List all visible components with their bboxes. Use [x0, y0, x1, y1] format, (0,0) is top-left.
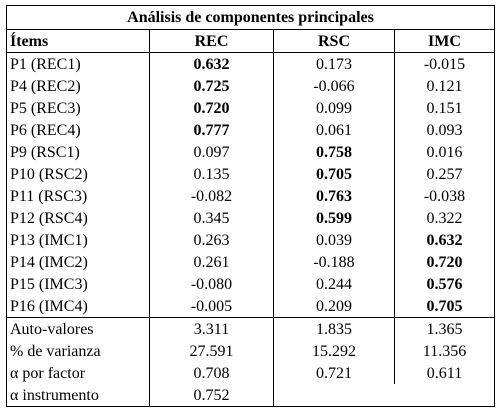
loading-cell: 0.093	[394, 119, 495, 141]
summary-label: Auto-valores	[6, 317, 150, 340]
loading-cell: 0.209	[273, 295, 395, 318]
loading-cell: -0.015	[394, 52, 495, 75]
loading-cell: 0.099	[273, 97, 395, 119]
loading-cell: 0.061	[273, 119, 395, 141]
loading-cell: 0.097	[149, 141, 274, 163]
summary-cell: 0.752	[149, 384, 274, 407]
loading-cell: 0.345	[149, 207, 274, 229]
table-title: Análisis de componentes principales	[6, 5, 495, 30]
loading-cell: 0.763	[273, 185, 395, 207]
row-label: P13 (IMC1)	[10, 231, 88, 249]
loading-cell: 0.322	[394, 207, 495, 229]
header-items: Ítems	[6, 29, 150, 53]
table-row: P6 (REC4) 0.777 0.061 0.093	[7, 119, 495, 141]
summary-cell	[395, 384, 495, 407]
row-label: P9 (RSC1)	[10, 143, 80, 161]
table-row: P10 (RSC2) 0.135 0.705 0.257	[7, 163, 495, 185]
loading-cell: 0.039	[273, 229, 395, 251]
loading-cell: 0.261	[149, 251, 274, 273]
summary-cell: 1.835	[273, 317, 395, 340]
row-label: P5 (REC3)	[10, 99, 81, 117]
table-row: P11 (RSC3) -0.082 0.763 -0.038	[7, 185, 495, 207]
loading-cell: 0.720	[394, 251, 495, 273]
pca-table: Análisis de componentes principales Ítem…	[6, 5, 495, 407]
summary-cell: 11.356	[394, 340, 495, 362]
summary-cell: 3.311	[149, 317, 274, 340]
table-row: P12 (RSC4) 0.345 0.599 0.322	[7, 207, 495, 229]
loading-cell: 0.725	[149, 75, 274, 97]
summary-label: α instrumento	[10, 386, 99, 404]
loading-cell: -0.082	[149, 185, 274, 207]
summary-cell: 0.611	[394, 362, 495, 384]
summary-label: α por factor	[10, 364, 86, 382]
row-label: P4 (REC2)	[10, 77, 81, 95]
loading-cell: 0.151	[394, 97, 495, 119]
loading-cell: -0.038	[394, 185, 495, 207]
loading-cell: 0.599	[273, 207, 395, 229]
loading-cell: 0.758	[273, 141, 395, 163]
loading-cell: -0.005	[149, 295, 274, 318]
loading-cell: 0.257	[394, 163, 495, 185]
loading-cell: 0.705	[394, 295, 495, 318]
loading-cell: -0.188	[273, 251, 395, 273]
table-row: P1 (REC1) 0.632 0.173 -0.015	[7, 52, 495, 75]
row-label: P12 (RSC4)	[10, 209, 88, 227]
loading-cell: 0.173	[273, 52, 395, 75]
row-label: P15 (IMC3)	[10, 275, 88, 293]
loading-cell: 0.121	[394, 75, 495, 97]
loading-cell: 0.263	[149, 229, 274, 251]
table-row: P16 (IMC4) -0.005 0.209 0.705	[7, 295, 495, 318]
summary-row: Auto-valores 3.311 1.835 1.365	[6, 317, 495, 340]
header-rsc: RSC	[273, 29, 395, 53]
pca-table-container: Análisis de componentes principales Ítem…	[6, 5, 495, 411]
loading-cell: 0.720	[149, 97, 274, 119]
row-label: P14 (IMC2)	[10, 253, 88, 271]
summary-cell	[274, 384, 395, 407]
summary-cell: 0.721	[273, 362, 395, 384]
item-rows: P1 (REC1) 0.632 0.173 -0.015 P4 (REC2) 0.725-…	[7, 52, 495, 318]
loading-cell: -0.066	[273, 75, 395, 97]
header-row: Ítems REC RSC IMC	[6, 29, 495, 53]
table-row: P13 (IMC1) 0.263 0.039 0.632	[7, 229, 495, 251]
table-row: P15 (IMC3) -0.080 0.244 0.576	[7, 273, 495, 295]
loading-cell: 0.777	[149, 119, 274, 141]
summary-row: α instrumento 0.752	[7, 384, 495, 407]
loading-cell: 0.135	[149, 163, 274, 185]
row-label: P1 (REC1)	[10, 55, 81, 73]
row-label: P6 (REC4)	[10, 121, 81, 139]
loading-cell: 0.705	[273, 163, 395, 185]
summary-cell: 0.708	[149, 362, 274, 384]
summary-cell: 1.365	[394, 317, 495, 340]
row-label: P16 (IMC4)	[10, 297, 88, 315]
loading-cell: -0.080	[149, 273, 274, 295]
header-imc: IMC	[394, 29, 495, 53]
table-row: P5 (REC3) 0.720 0.099 0.151	[7, 97, 495, 119]
summary-cell: 27.591	[149, 340, 274, 362]
loading-cell: 0.244	[273, 273, 395, 295]
table-row: P9 (RSC1) 0.097 0.758 0.016	[7, 141, 495, 163]
summary-cell: 15.292	[273, 340, 395, 362]
summary-row: α por factor 0.708 0.721 0.611	[7, 362, 495, 384]
loading-cell: 0.576	[394, 273, 495, 295]
header-rec: REC	[149, 29, 274, 53]
table-row: P14 (IMC2) 0.261 -0.188 0.720	[7, 251, 495, 273]
summary-row: % de varianza 27.591 15.292 11.356	[7, 340, 495, 362]
row-label: P11 (RSC3)	[10, 187, 88, 205]
loading-cell: 0.632	[149, 52, 274, 75]
loading-cell: 0.632	[394, 229, 495, 251]
summary-label: % de varianza	[10, 342, 101, 360]
row-label: P10 (RSC2)	[10, 165, 88, 183]
loading-cell: 0.016	[394, 141, 495, 163]
summary-rows: Auto-valores 3.311 1.835 1.365% de varianza…	[6, 317, 495, 407]
table-row: P4 (REC2) 0.725 -0.066 0.121	[7, 75, 495, 97]
